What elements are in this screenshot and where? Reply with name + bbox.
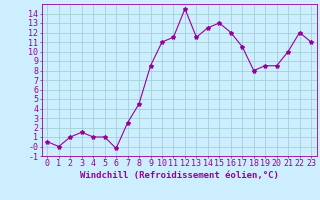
- X-axis label: Windchill (Refroidissement éolien,°C): Windchill (Refroidissement éolien,°C): [80, 171, 279, 180]
